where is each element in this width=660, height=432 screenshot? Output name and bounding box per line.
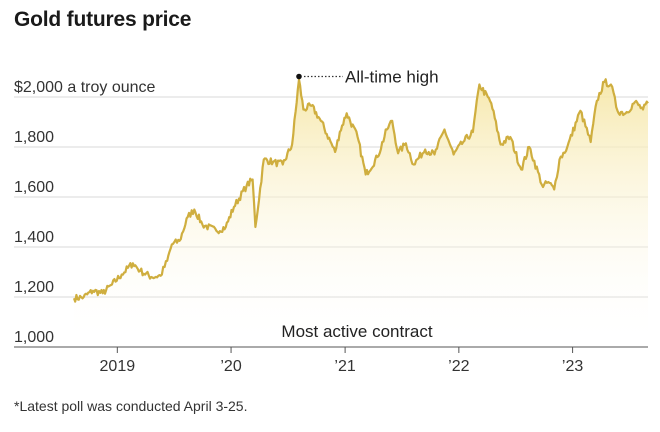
price-line [72, 78, 649, 303]
price-area [74, 79, 648, 348]
y-tick-label-1600: 1,600 [14, 179, 54, 196]
x-tick-label-2019: 2019 [100, 358, 136, 375]
y-tick-label-1400: 1,400 [14, 229, 54, 246]
x-tick-label-’21: ’21 [334, 358, 355, 375]
y-tick-label-1800: 1,800 [14, 129, 54, 146]
x-tick-label-’23: ’23 [562, 358, 583, 375]
all-time-high-marker [296, 73, 302, 80]
x-tick-label-’20: ’20 [220, 358, 241, 375]
x-tick-label-’22: ’22 [448, 358, 469, 375]
most-active-contract-label: Most active contract [281, 322, 432, 341]
footnote: *Latest poll was conducted April 3-25. [14, 398, 248, 414]
x-axis: 2019 ’20 ’21 ’22 ’23 [100, 347, 583, 375]
y-tick-label-1000: 1,000 [14, 329, 54, 346]
y-axis-labels: $2,000 a troy ounce 1,800 1,600 1,400 1,200 1… [14, 79, 156, 346]
annotations: All-time high Most active contract [281, 68, 438, 342]
chart-title: Gold futures price [14, 8, 192, 31]
y-tick-label-2000: $2,000 a troy ounce [14, 79, 156, 96]
all-time-high-label: All-time high [345, 68, 439, 87]
y-tick-label-1200: 1,200 [14, 279, 54, 296]
